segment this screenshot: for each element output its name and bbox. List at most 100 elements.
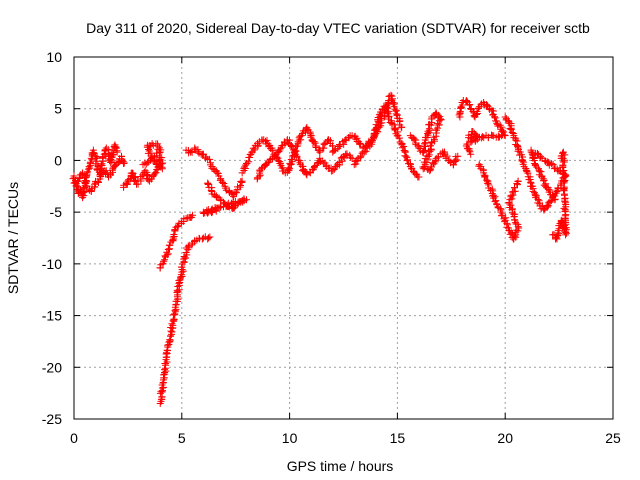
data-point-marker	[404, 156, 412, 164]
data-point-marker	[507, 125, 515, 133]
data-point-marker	[529, 154, 537, 162]
x-tick-label: 15	[390, 430, 406, 446]
data-point-marker	[400, 146, 408, 154]
data-point-marker	[421, 140, 429, 148]
data-point-marker	[496, 205, 504, 213]
data-point-marker	[467, 138, 475, 146]
data-point-marker	[236, 183, 244, 191]
y-tick-label: 0	[54, 152, 62, 168]
data-point-marker	[139, 161, 147, 169]
data-point-marker	[302, 170, 310, 178]
data-point-marker	[522, 166, 530, 174]
data-point-marker	[156, 148, 164, 156]
data-point-marker	[310, 138, 318, 146]
data-point-marker	[141, 167, 149, 175]
data-point-marker	[557, 154, 565, 162]
data-point-marker	[435, 121, 443, 129]
data-point-marker	[551, 196, 559, 204]
series-arc-C	[120, 140, 167, 191]
data-point-marker	[527, 179, 535, 187]
data-point-marker	[560, 204, 568, 212]
data-point-marker	[206, 233, 214, 241]
y-tick-label: -25	[42, 411, 62, 427]
y-tick-labels: -25 -20 -15 -10 -5 0 5 10	[42, 49, 62, 427]
data-point-marker	[163, 346, 171, 354]
series-arc-D	[156, 233, 214, 407]
data-point-marker	[421, 164, 429, 172]
data-point-marker	[561, 222, 569, 230]
data-point-marker	[482, 176, 490, 184]
data-point-marker	[263, 136, 271, 144]
data-point-marker	[82, 179, 90, 187]
data-point-marker	[481, 172, 489, 180]
data-point-marker	[151, 169, 159, 177]
data-point-marker	[514, 177, 522, 185]
data-point-marker	[491, 113, 499, 121]
data-point-marker	[81, 178, 89, 186]
data-point-marker	[454, 152, 462, 160]
x-tick-label: 25	[605, 430, 621, 446]
data-point-marker	[501, 113, 509, 121]
data-point-marker	[207, 209, 215, 217]
y-axis-label: SDTVAR / TECUs	[5, 182, 21, 294]
series-arc-N	[475, 161, 523, 243]
data-point-marker	[232, 189, 240, 197]
data-point-marker	[492, 197, 500, 205]
data-point-marker	[383, 109, 391, 117]
data-point-marker	[527, 146, 535, 154]
data-point-marker	[357, 152, 365, 160]
series-arc-E	[156, 211, 197, 272]
series-arc-K	[350, 102, 423, 181]
x-tick-label: 20	[497, 430, 513, 446]
data-point-marker	[182, 214, 190, 222]
data-point-marker	[500, 215, 508, 223]
data-point-marker	[152, 169, 160, 177]
data-point-marker	[181, 254, 189, 262]
data-point-marker	[113, 148, 121, 156]
data-point-marker	[369, 137, 377, 145]
data-point-marker	[437, 115, 445, 123]
data-point-marker	[238, 177, 246, 185]
data-point-marker	[285, 164, 293, 172]
y-tick-label: 10	[46, 49, 62, 65]
data-point-marker	[421, 146, 429, 154]
data-point-marker	[537, 168, 545, 176]
data-point-marker	[174, 283, 182, 291]
data-point-marker	[415, 173, 423, 181]
plot-frame	[73, 56, 614, 420]
data-point-marker	[403, 157, 411, 165]
data-point-marker	[542, 157, 550, 165]
data-point-marker	[437, 116, 445, 124]
data-point-marker	[402, 152, 410, 160]
data-point-marker	[206, 161, 214, 169]
data-point-marker	[549, 191, 557, 199]
data-point-marker	[128, 169, 136, 177]
data-point-marker	[218, 178, 226, 186]
data-point-marker	[550, 192, 558, 200]
data-point-marker	[342, 150, 350, 158]
data-point-marker	[559, 148, 567, 156]
data-point-marker	[549, 160, 557, 168]
data-point-marker	[206, 155, 214, 163]
data-point-marker	[398, 123, 406, 131]
data-point-marker	[85, 163, 93, 171]
data-point-marker	[384, 115, 392, 123]
data-point-marker	[430, 160, 438, 168]
data-point-marker	[287, 141, 295, 149]
data-point-marker	[156, 264, 164, 272]
series-arc-H	[238, 123, 337, 177]
data-point-marker	[189, 211, 197, 219]
data-point-marker	[331, 146, 339, 154]
data-point-marker	[208, 208, 216, 216]
x-axis-label: GPS time / hours	[287, 458, 394, 474]
data-point-marker	[546, 197, 554, 205]
data-point-marker	[205, 234, 213, 242]
data-point-marker	[278, 164, 286, 172]
data-point-marker	[508, 129, 516, 137]
data-point-marker	[484, 180, 492, 188]
data-point-marker	[394, 131, 402, 139]
data-point-marker	[275, 148, 283, 156]
data-point-marker	[284, 166, 292, 174]
data-point-marker	[70, 179, 78, 187]
